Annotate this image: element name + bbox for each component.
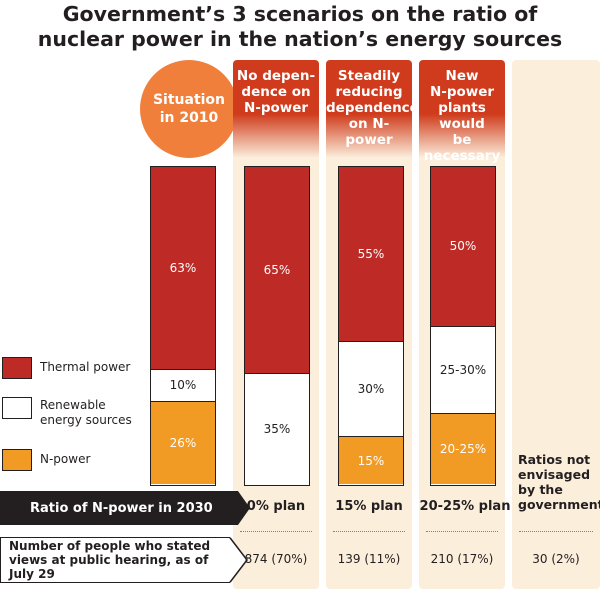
not-envisaged-line-3: by the (518, 482, 563, 497)
bar-15pct-plan: 55% 30% 15% (338, 166, 404, 486)
count-20-25pct: 210 (17%) (430, 552, 494, 566)
bar-3-segment-renewable: 25-30% (431, 325, 495, 413)
not-envisaged-label: Ratios not envisaged by the government (518, 452, 600, 512)
count-15pct: 139 (11%) (337, 552, 401, 566)
bar-3-segment-thermal: 50% (431, 167, 495, 326)
header-1-line-1: No depen- (236, 68, 316, 84)
header-2-line-1: Steadily (337, 68, 401, 84)
bar-1-label-renewable: 35% (263, 422, 291, 437)
separator-15pct (333, 531, 405, 532)
not-envisaged-line-1: Ratios not (518, 452, 591, 467)
legend-thermal-swatch (2, 357, 32, 379)
bar-0-label-renewable: 10% (169, 378, 197, 393)
legend-npower-swatch (2, 449, 32, 471)
legend-npower: N-power (2, 449, 90, 471)
header-2-line-3: dependence (326, 100, 419, 116)
people-line-1: Number of people who stated (9, 539, 211, 553)
people-line-3: July 29 (9, 567, 55, 581)
people-label-box: Number of people who stated views at pub… (0, 537, 230, 583)
situation-line-1: Situation (152, 92, 226, 108)
bar-0-segment-thermal: 63% (151, 167, 215, 369)
bar-0-label-thermal: 63% (169, 260, 197, 275)
legend-renewable-line-1: Renewable (40, 398, 106, 412)
plan-20-25pct: 20-25% plan (419, 499, 511, 514)
bar-2-segment-npower: 15% (339, 436, 403, 484)
column-bg-not-envisaged (512, 60, 600, 589)
bar-1-segment-renewable: 35% (245, 373, 309, 484)
bar-1-label-thermal: 65% (263, 263, 291, 278)
people-arrow (229, 537, 248, 583)
not-envisaged-line-4: government (518, 497, 600, 512)
bar-1-segment-thermal: 65% (245, 167, 309, 374)
header-2-line-4: on N-power (345, 116, 393, 148)
bar-situation-2010: 63% 10% 26% (150, 166, 216, 486)
header-2-line-2: reducing (335, 84, 403, 100)
count-not-envisaged: 30 (2%) (532, 552, 580, 566)
bar-3-segment-npower: 20-25% (431, 412, 495, 484)
bar-2-label-renewable: 30% (357, 382, 385, 397)
legend-renewable: Renewable energy sources (2, 397, 132, 428)
header-3-line-3: plants would (438, 100, 486, 132)
title-line-2: nuclear power in the nation’s energy sou… (37, 27, 563, 51)
legend-renewable-line-2: energy sources (40, 413, 132, 427)
ratio-label-text: Ratio of N-power in 2030 (30, 500, 213, 516)
bar-3-label-npower: 20-25% (439, 441, 487, 456)
header-3-line-1: New (445, 68, 479, 84)
situation-2010-circle: Situation in 2010 (140, 60, 238, 158)
header-1-line-3: N-power (243, 100, 309, 116)
chart-title: Government’s 3 scenarios on the ratio of… (0, 2, 600, 52)
bar-2-label-npower: 15% (357, 453, 385, 468)
header-no-dependence: No depen- dence on N-power (233, 60, 319, 158)
situation-line-2: in 2010 (159, 110, 219, 126)
bar-3-label-thermal: 50% (449, 239, 477, 254)
people-line-2: views at public hearing, as of (9, 553, 209, 567)
legend-renewable-label: Renewable energy sources (40, 397, 132, 428)
bar-0-segment-renewable: 10% (151, 368, 215, 401)
separator-20-25pct (426, 531, 498, 532)
bar-2-segment-renewable: 30% (339, 341, 403, 437)
bar-0-label-npower: 26% (169, 435, 197, 450)
bar-3-label-renewable: 25-30% (439, 362, 487, 377)
bar-2-segment-thermal: 55% (339, 167, 403, 342)
legend-renewable-swatch (2, 397, 32, 419)
legend-thermal: Thermal power (2, 357, 130, 379)
header-steadily-reducing: Steadily reducing dependence on N-power (326, 60, 419, 158)
legend-npower-label: N-power (40, 452, 91, 466)
count-0pct: 874 (70%) (244, 552, 308, 566)
bar-2-label-thermal: 55% (357, 247, 385, 262)
separator-0pct (240, 531, 312, 532)
separator-not-envisaged (519, 531, 593, 532)
plan-15pct: 15% plan (335, 499, 403, 514)
header-1-line-2: dence on (241, 84, 311, 100)
header-3-line-2: N-power (429, 84, 495, 100)
plan-0pct: 0% plan (246, 499, 306, 514)
bar-0-segment-npower: 26% (151, 400, 215, 484)
ratio-label: Ratio of N-power in 2030 (0, 491, 238, 525)
header-3-line-4: be necessary (423, 132, 501, 164)
not-envisaged-line-2: envisaged (518, 467, 591, 482)
header-new-plants: New N-power plants would be necessary (419, 60, 505, 164)
title-line-1: Government’s 3 scenarios on the ratio of (62, 2, 538, 26)
ratio-arrow (238, 491, 250, 525)
legend-thermal-label: Thermal power (40, 360, 131, 374)
bar-20-25pct-plan: 50% 25-30% 20-25% (430, 166, 496, 486)
bar-0pct-plan: 65% 35% (244, 166, 310, 486)
